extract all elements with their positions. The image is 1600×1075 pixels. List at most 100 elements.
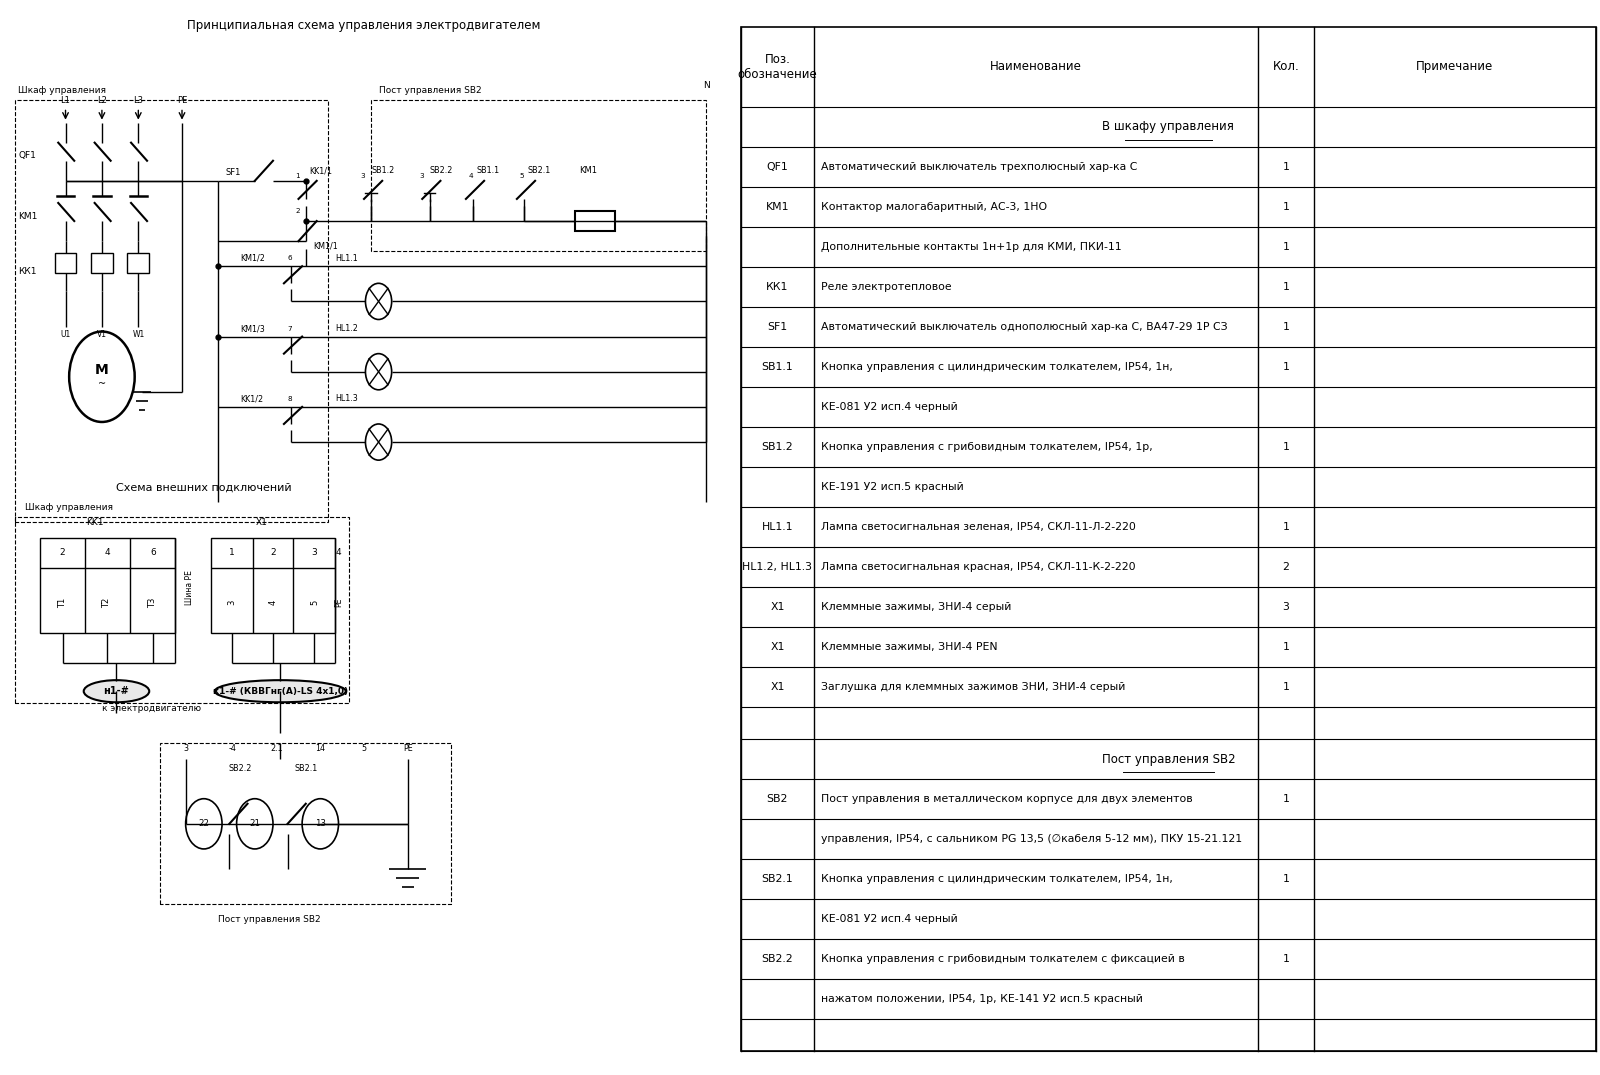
Text: SB2.2: SB2.2 (429, 167, 453, 175)
Text: 6: 6 (288, 255, 293, 261)
Text: SB2.2: SB2.2 (229, 764, 251, 773)
Bar (574, 211, 614, 231)
Bar (91, 254, 114, 273)
Text: КЕ-191 У2 исп.5 красный: КЕ-191 У2 исп.5 красный (821, 482, 963, 492)
Text: к1-# (КВВГнг(А)-LS 4х1,0): к1-# (КВВГнг(А)-LS 4х1,0) (213, 687, 347, 696)
Text: Х1: Х1 (770, 602, 784, 612)
Text: Кол.: Кол. (1272, 60, 1299, 73)
Text: Автоматический выключатель однополюсный хар-ка С, ВА47-29 1Р СЗ: Автоматический выключатель однополюсный … (821, 322, 1227, 332)
Text: Схема внешних подключений: Схема внешних подключений (117, 483, 291, 492)
Text: Шкаф управления: Шкаф управления (18, 86, 106, 95)
Text: QF1: QF1 (766, 162, 789, 172)
Bar (211, 538, 334, 633)
Text: Дополнительные контакты 1н+1р для КМИ, ПКИ-11: Дополнительные контакты 1н+1р для КМИ, П… (821, 242, 1122, 252)
Text: 1: 1 (1283, 282, 1290, 292)
Text: SB1.2: SB1.2 (762, 442, 794, 453)
Text: 2: 2 (59, 548, 66, 557)
Text: КК1: КК1 (766, 282, 789, 292)
Text: SB2.1: SB2.1 (762, 874, 794, 885)
Text: SB1.1: SB1.1 (762, 362, 794, 372)
Text: KM1/1: KM1/1 (314, 242, 338, 250)
Text: Принципиальная схема управления электродвигателем: Принципиальная схема управления электрод… (187, 18, 541, 31)
Text: 1: 1 (1283, 642, 1290, 653)
Text: L3: L3 (133, 97, 144, 105)
Text: 7: 7 (288, 326, 293, 331)
Text: Примечание: Примечание (1416, 60, 1493, 73)
Text: 2: 2 (270, 548, 275, 557)
Text: HL1.2: HL1.2 (334, 324, 358, 333)
Text: 1: 1 (1283, 955, 1290, 964)
Text: SB1.1: SB1.1 (477, 167, 499, 175)
Bar (40, 538, 174, 633)
Text: PE: PE (403, 744, 413, 752)
Text: Х1: Х1 (770, 683, 784, 692)
Text: Кнопка управления с цилиндрическим толкателем, IP54, 1н,: Кнопка управления с цилиндрическим толка… (821, 874, 1173, 885)
Text: Клеммные зажимы, ЗНИ-4 PEN: Клеммные зажимы, ЗНИ-4 PEN (821, 642, 997, 653)
Text: Лампа светосигнальная зеленая, IP54, СКЛ-11-Л-2-220: Лампа светосигнальная зеленая, IP54, СКЛ… (821, 522, 1136, 532)
Text: W1: W1 (133, 330, 146, 339)
Text: управления, IP54, с сальником PG 13,5 (∅кабеля 5-12 мм), ПКУ 15-21.121: управления, IP54, с сальником PG 13,5 (∅… (821, 834, 1242, 844)
Text: 1: 1 (296, 173, 299, 178)
Text: X1: X1 (256, 518, 269, 527)
Text: N: N (702, 82, 709, 90)
Text: V1: V1 (98, 330, 107, 339)
Text: 1: 1 (1283, 362, 1290, 372)
Text: Х1: Х1 (770, 642, 784, 653)
Text: 1: 1 (1283, 794, 1290, 804)
Text: KM1: KM1 (18, 212, 37, 220)
Text: 14: 14 (315, 744, 325, 752)
Text: QF1: QF1 (18, 152, 37, 160)
Text: Пост управления в металлическом корпусе для двух элементов: Пост управления в металлическом корпусе … (821, 794, 1192, 804)
Text: Пост управления SB2: Пост управления SB2 (218, 915, 320, 923)
Text: SB2.2: SB2.2 (762, 955, 794, 964)
Text: KM1/2: KM1/2 (240, 254, 266, 262)
Text: 2: 2 (1283, 562, 1290, 572)
Text: U1: U1 (61, 330, 70, 339)
Text: 1: 1 (1283, 242, 1290, 252)
Text: к электродвигателю: к электродвигателю (102, 704, 202, 713)
Text: 2: 2 (296, 207, 299, 214)
Ellipse shape (214, 680, 346, 702)
Text: 3: 3 (227, 600, 237, 605)
Text: 4: 4 (104, 548, 110, 557)
Text: Шкаф управления: Шкаф управления (26, 503, 114, 512)
Text: 5: 5 (362, 744, 366, 752)
Text: Реле электротепловое: Реле электротепловое (821, 282, 952, 292)
Text: 1: 1 (1283, 522, 1290, 532)
Text: HL1.3: HL1.3 (334, 395, 358, 403)
Text: SB2.1: SB2.1 (294, 764, 317, 773)
Text: Лампа светосигнальная красная, IP54, СКЛ-11-К-2-220: Лампа светосигнальная красная, IP54, СКЛ… (821, 562, 1136, 572)
Bar (54, 254, 77, 273)
Text: KK1: KK1 (86, 518, 104, 527)
Text: Кнопка управления с грибовидным толкателем с фиксацией в: Кнопка управления с грибовидным толкател… (821, 955, 1184, 964)
Bar (128, 254, 149, 273)
Text: T2: T2 (102, 598, 112, 608)
Text: 22: 22 (198, 819, 210, 829)
Text: KM1: KM1 (766, 202, 789, 212)
Text: Поз.
обозначение: Поз. обозначение (738, 53, 818, 81)
Text: КЕ-081 У2 исп.4 черный: КЕ-081 У2 исп.4 черный (821, 915, 957, 924)
Text: 2.1: 2.1 (270, 744, 283, 752)
Text: 4: 4 (469, 173, 474, 178)
Text: 5: 5 (520, 173, 525, 178)
Text: Заглушка для клеммных зажимов ЗНИ, ЗНИ-4 серый: Заглушка для клеммных зажимов ЗНИ, ЗНИ-4… (821, 683, 1125, 692)
Text: Наименование: Наименование (990, 60, 1082, 73)
Text: Кнопка управления с цилиндрическим толкателем, IP54, 1н,: Кнопка управления с цилиндрическим толка… (821, 362, 1173, 372)
Text: 1: 1 (1283, 442, 1290, 453)
Text: 3: 3 (362, 173, 365, 178)
Text: 8: 8 (288, 396, 293, 402)
Text: ~: ~ (98, 378, 106, 389)
Text: KM1: KM1 (579, 167, 597, 175)
Text: SF1: SF1 (226, 169, 242, 177)
Text: Шина PE: Шина PE (184, 571, 194, 605)
Text: PE: PE (334, 598, 342, 607)
Text: 1: 1 (1283, 874, 1290, 885)
Text: Пост управления SB2: Пост управления SB2 (379, 86, 482, 95)
Text: 1: 1 (1283, 202, 1290, 212)
Text: М: М (94, 362, 109, 376)
Text: SB2.1: SB2.1 (528, 167, 550, 175)
Text: 5: 5 (310, 600, 318, 605)
Text: нажатом положении, IP54, 1р, КЕ-141 У2 исп.5 красный: нажатом положении, IP54, 1р, КЕ-141 У2 и… (821, 994, 1142, 1004)
Text: HL1.1: HL1.1 (762, 522, 794, 532)
Text: Автоматический выключатель трехполюсный хар-ка С: Автоматический выключатель трехполюсный … (821, 162, 1138, 172)
